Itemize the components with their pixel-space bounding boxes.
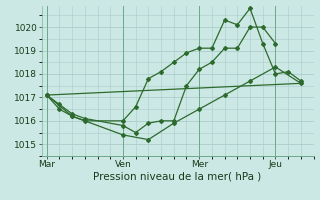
X-axis label: Pression niveau de la mer( hPa ): Pression niveau de la mer( hPa ) bbox=[93, 172, 262, 182]
